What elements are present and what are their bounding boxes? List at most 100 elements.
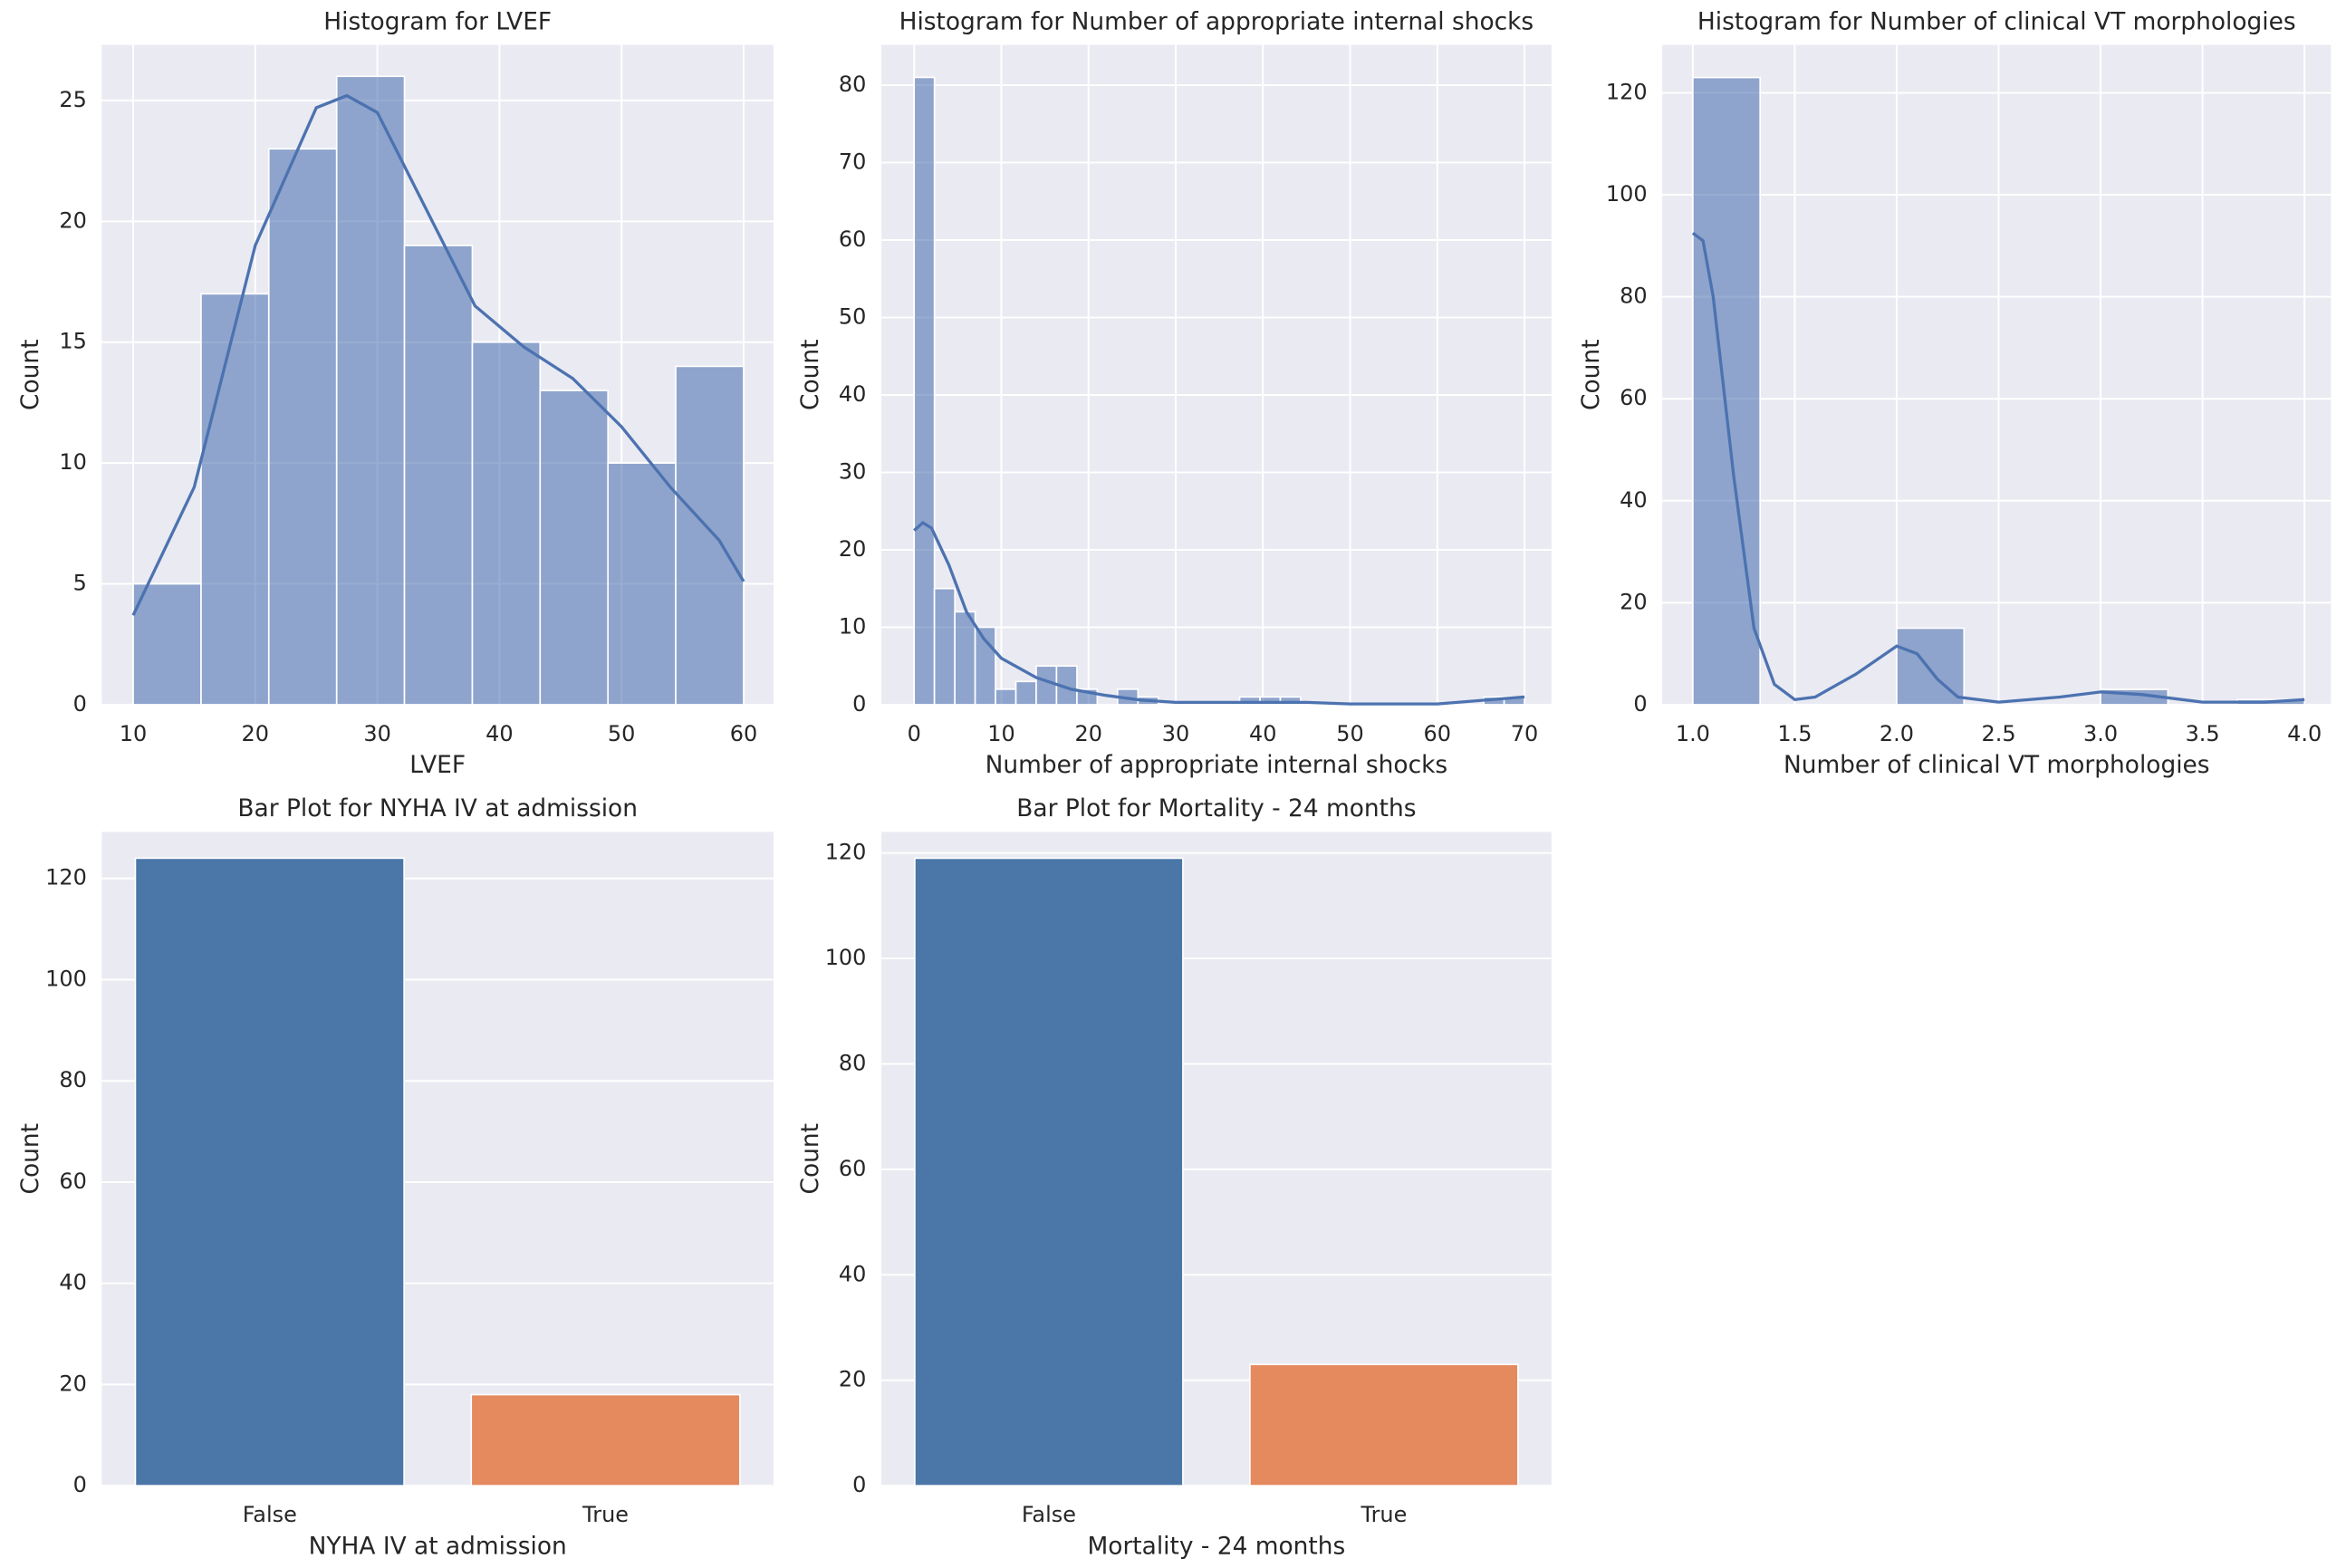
bar [134, 857, 405, 1486]
histogram-bar [1692, 76, 1761, 706]
y-tick-label: 40 [839, 1261, 866, 1286]
x-axis-label: Number of appropriate internal shocks [986, 751, 1448, 779]
histogram-bar [539, 390, 610, 706]
y-tick-label: 25 [59, 87, 86, 112]
bar [470, 1393, 741, 1486]
y-tick-label: 100 [45, 966, 87, 991]
y-tick-label: 0 [73, 1472, 87, 1497]
x-tick-label: 10 [987, 721, 1014, 746]
y-tick-label: 0 [1633, 691, 1647, 717]
y-axis-label: Count [16, 1123, 44, 1194]
x-tick-label: 3.0 [2083, 721, 2118, 746]
y-tick-label: 0 [852, 1472, 866, 1497]
y-tick-label: 20 [839, 536, 866, 562]
chart-title: Histogram for LVEF [323, 7, 552, 35]
y-tick-label: 100 [1606, 181, 1648, 207]
y-tick-label: 0 [73, 691, 87, 717]
x-tick-label: 30 [1162, 721, 1189, 746]
y-tick-label: 120 [1606, 79, 1648, 104]
bar [914, 857, 1184, 1486]
y-tick-label: 20 [59, 207, 86, 233]
y-tick-label: 70 [839, 149, 866, 175]
kde-line [913, 520, 1525, 706]
histogram-bar [675, 365, 745, 706]
chart-title: Histogram for Number of clinical VT morp… [1697, 7, 2296, 35]
x-tick-label: 60 [1424, 721, 1451, 746]
x-tick-label: 40 [486, 721, 513, 746]
histogram-bar [913, 76, 936, 706]
x-tick-label: 1.0 [1676, 721, 1710, 746]
histogram-bar [607, 462, 677, 706]
x-axis-label: Number of clinical VT morphologies [1784, 751, 2210, 779]
y-tick-label: 60 [59, 1169, 86, 1194]
x-tick-label: 70 [1511, 721, 1538, 746]
x-tick-label: True [1360, 1502, 1407, 1527]
x-tick-label: False [1022, 1502, 1076, 1527]
y-tick-label: 20 [1620, 589, 1647, 614]
histogram-bar [403, 245, 474, 706]
y-tick-label: 80 [839, 72, 866, 97]
histogram-bar [200, 293, 270, 706]
histogram-bar [335, 75, 406, 706]
x-axis-label: NYHA IV at admission [309, 1532, 567, 1560]
histogram-bar [954, 611, 976, 706]
y-tick-label: 60 [1620, 385, 1647, 410]
histogram-bar [1035, 665, 1058, 706]
histogram-bar [1279, 696, 1302, 706]
kde-line [131, 93, 745, 616]
chart-title: Bar Plot for Mortality - 24 months [1016, 794, 1416, 822]
y-tick-label: 40 [59, 1270, 86, 1295]
y-tick-label: 0 [852, 691, 866, 717]
y-tick-label: 30 [839, 458, 866, 484]
y-tick-label: 15 [59, 329, 86, 354]
y-tick-label: 20 [59, 1371, 86, 1396]
x-tick-label: 40 [1249, 721, 1276, 746]
x-tick-label: True [582, 1502, 629, 1527]
x-tick-label: 50 [1336, 721, 1363, 746]
histogram-bar [933, 587, 956, 706]
chart-title: Bar Plot for NYHA IV at admission [237, 794, 638, 822]
y-tick-label: 80 [1620, 284, 1647, 309]
y-axis-label: Count [1577, 340, 1605, 410]
y-tick-label: 20 [839, 1367, 866, 1392]
chart-title: Histogram for Number of appropriate inte… [899, 7, 1534, 35]
y-tick-label: 60 [839, 1156, 866, 1181]
kde-line [1691, 231, 2305, 704]
y-axis-label: Count [16, 340, 44, 410]
x-tick-label: 50 [608, 721, 635, 746]
y-tick-label: 50 [839, 303, 866, 329]
x-tick-label: 0 [908, 721, 921, 746]
x-tick-label: 20 [242, 721, 269, 746]
x-tick-label: 3.5 [2186, 721, 2220, 746]
x-tick-label: 60 [730, 721, 757, 746]
x-tick-label: 30 [363, 721, 390, 746]
y-tick-label: 80 [59, 1067, 86, 1092]
x-tick-label: 4.0 [2287, 721, 2322, 746]
plot-area [1662, 44, 2332, 705]
x-axis-label: LVEF [409, 751, 466, 779]
x-tick-label: 2.0 [1880, 721, 1914, 746]
y-axis-label: Count [796, 1123, 824, 1194]
histogram-bar [267, 148, 338, 706]
x-tick-label: 2.5 [1981, 721, 2015, 746]
y-tick-label: 60 [839, 226, 866, 252]
y-tick-label: 120 [45, 865, 87, 890]
y-tick-label: 100 [825, 945, 867, 970]
y-tick-label: 80 [839, 1050, 866, 1075]
y-axis-label: Count [796, 340, 824, 410]
x-axis-label: Mortality - 24 months [1088, 1532, 1346, 1560]
y-tick-label: 120 [825, 840, 867, 865]
histogram-bar [471, 341, 542, 706]
x-tick-label: 1.5 [1777, 721, 1812, 746]
plot-area [880, 44, 1552, 705]
bar [1249, 1363, 1519, 1486]
x-tick-label: 10 [120, 721, 147, 746]
x-tick-label: 20 [1074, 721, 1101, 746]
histogram-bar [1014, 680, 1037, 706]
x-tick-label: False [243, 1502, 297, 1527]
histogram-bar [132, 582, 202, 706]
y-tick-label: 40 [1620, 487, 1647, 513]
y-tick-label: 10 [839, 613, 866, 639]
